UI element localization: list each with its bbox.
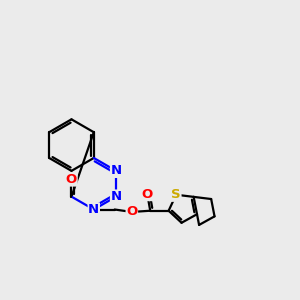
Text: O: O [142,188,153,200]
Text: S: S [171,188,181,201]
Text: O: O [66,173,77,186]
Text: N: N [88,203,99,216]
Text: O: O [126,206,137,218]
Text: N: N [110,190,122,203]
Text: N: N [110,164,122,177]
